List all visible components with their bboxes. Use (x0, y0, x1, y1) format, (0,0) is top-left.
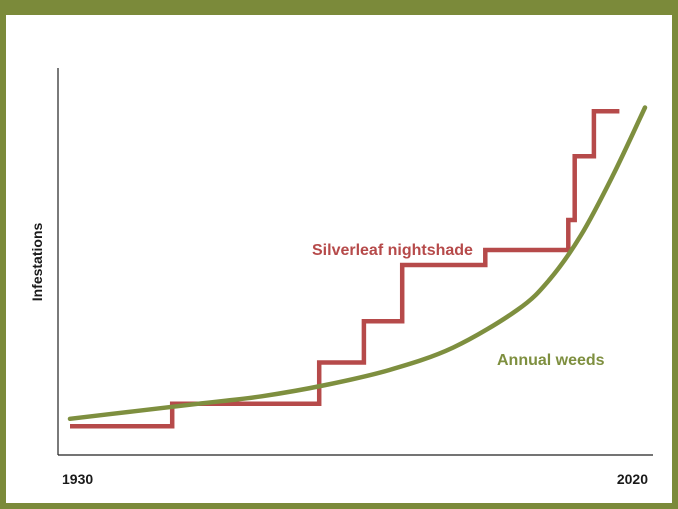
annual-weeds-line (67, 105, 648, 422)
x-tick-label-end: 2020 (617, 471, 648, 487)
annual-weeds-label: Annual weeds (497, 352, 605, 369)
silverleaf-nightshade-line (70, 109, 620, 429)
silverleaf-nightshade-label: Silverleaf nightshade (312, 242, 473, 259)
x-tick-label-start: 1930 (62, 471, 93, 487)
y-axis-label: Infestations (29, 223, 45, 302)
